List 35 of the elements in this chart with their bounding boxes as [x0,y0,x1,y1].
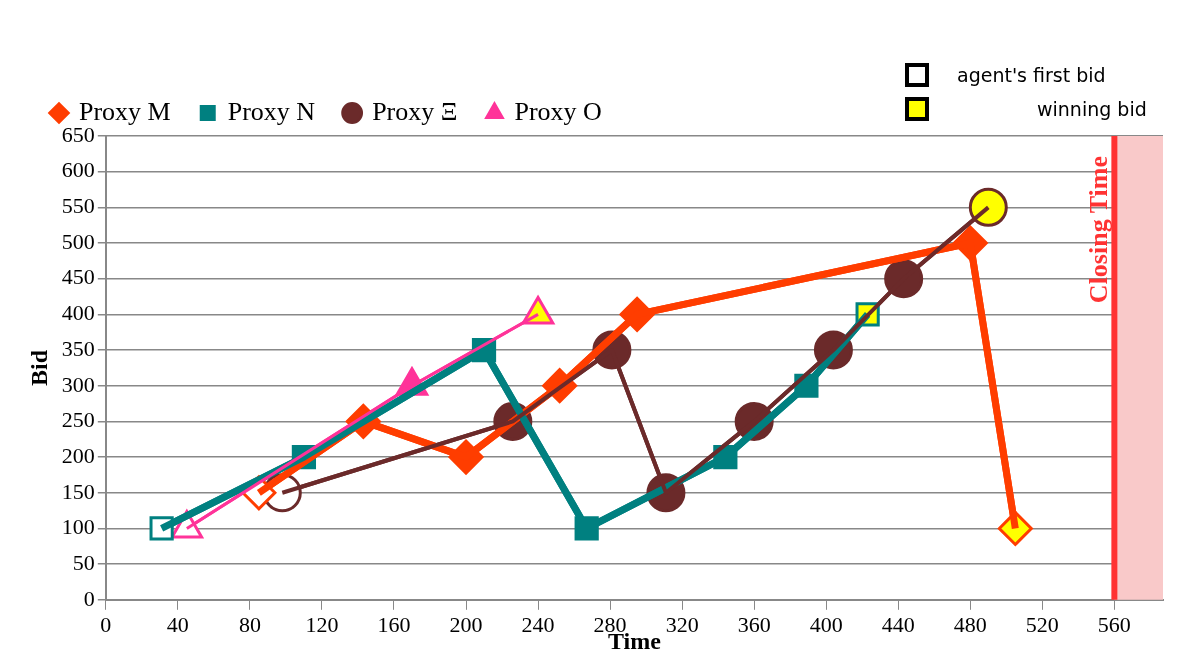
legend-label: Proxy N [227,96,316,126]
x-tick-label: 560 [1097,611,1131,637]
y-tick-label: 250 [61,407,95,433]
x-tick-label: 480 [953,611,987,637]
y-tick-label: 450 [61,264,95,290]
y-tick-label: 300 [61,371,95,397]
ref-line-label: Closing Time [1084,156,1114,304]
y-tick-label: 350 [61,335,95,361]
legend-label: Proxy Ξ [372,96,458,126]
x-tick-label: 80 [238,611,261,637]
x-tick-label: 400 [809,611,843,637]
x-tick-label: 120 [305,611,339,637]
x-tick-label: 160 [377,611,411,637]
y-tick-label: 0 [83,585,95,611]
y-tick-label: 550 [61,193,95,219]
x-tick-label: 0 [100,611,112,637]
y-tick-label: 50 [72,549,95,575]
x-tick-label: 240 [521,611,555,637]
y-tick-label: 100 [61,514,95,540]
y-tick-label: 500 [61,228,95,254]
text: winning bid [1037,98,1147,120]
x-tick-label: 360 [737,611,771,637]
y-axis-title: Bid [25,349,52,386]
x-tick-label: 40 [166,611,189,637]
y-tick-label: 400 [61,300,95,326]
point [968,187,1008,227]
x-tick-label: 320 [665,611,699,637]
x-tick-label: 520 [1025,611,1059,637]
legend-label: Proxy O [514,96,602,126]
y-tick-label: 150 [61,478,95,504]
y-tick-label: 600 [61,157,95,183]
x-tick-label: 200 [449,611,483,637]
x-tick-label: 440 [881,611,915,637]
y-tick-label: 200 [61,442,95,468]
text: agent's first bid [957,64,1106,86]
